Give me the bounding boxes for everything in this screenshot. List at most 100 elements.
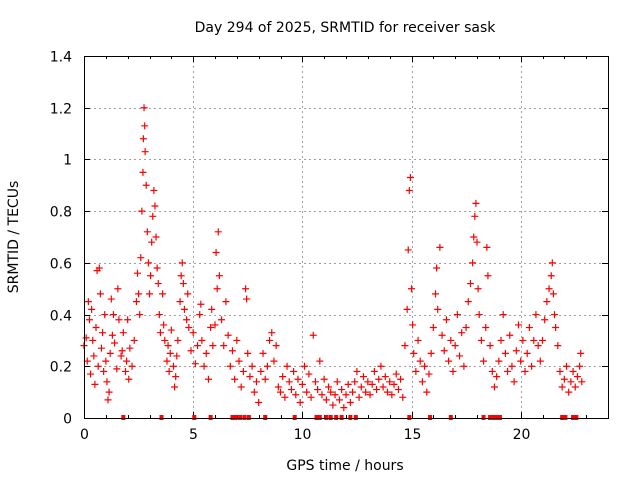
data-point <box>351 378 359 386</box>
data-point <box>152 233 160 241</box>
y-axis-label: SRMTID / TECUs <box>6 181 22 294</box>
data-point <box>534 342 542 350</box>
data-point <box>473 238 481 246</box>
data-point <box>412 367 420 375</box>
data-point <box>368 380 376 388</box>
data-point <box>107 295 115 303</box>
data-point <box>279 373 287 381</box>
zero-marker <box>246 415 251 420</box>
data-point <box>545 285 553 293</box>
data-point <box>569 367 577 375</box>
data-point <box>547 272 555 280</box>
data-point <box>551 311 559 319</box>
data-point <box>137 254 145 262</box>
data-point <box>576 362 584 370</box>
data-point <box>214 228 222 236</box>
data-point <box>88 305 96 313</box>
data-point <box>92 324 100 331</box>
data-point <box>447 336 455 344</box>
data-point <box>366 391 374 399</box>
data-point <box>445 357 453 365</box>
data-point <box>142 181 150 189</box>
data-point <box>482 324 490 331</box>
data-point <box>140 104 148 112</box>
data-point <box>508 362 516 370</box>
data-point <box>118 347 126 355</box>
data-point <box>316 357 324 365</box>
data-point <box>100 367 108 375</box>
data-point <box>342 391 350 399</box>
zero-marker <box>233 415 238 420</box>
data-point <box>173 352 181 360</box>
data-point <box>207 324 215 331</box>
data-point <box>364 378 372 386</box>
data-point <box>211 321 219 329</box>
y-tick-label: 1.4 <box>50 50 72 66</box>
data-point <box>530 336 538 344</box>
data-point <box>353 367 361 375</box>
zero-marker <box>192 415 197 420</box>
data-point <box>470 233 478 241</box>
data-point <box>408 285 415 293</box>
data-point <box>213 285 221 293</box>
y-tick-label: 0 <box>63 412 72 428</box>
data-point <box>91 380 99 388</box>
data-point <box>563 362 571 370</box>
data-point <box>501 349 509 357</box>
data-point <box>255 398 263 406</box>
data-point <box>370 367 378 375</box>
data-point <box>409 321 417 329</box>
data-point <box>486 342 494 350</box>
data-point <box>189 329 197 337</box>
data-point <box>149 212 157 220</box>
data-point <box>226 362 234 370</box>
data-point <box>536 357 544 365</box>
data-point <box>176 298 184 306</box>
data-point <box>497 336 505 344</box>
x-axis-label: GPS time / hours <box>286 458 403 474</box>
data-point <box>303 388 311 396</box>
data-point <box>290 367 298 375</box>
data-point <box>124 316 132 324</box>
data-point <box>329 401 337 409</box>
data-point <box>87 370 95 378</box>
data-point <box>135 290 143 298</box>
data-point <box>483 243 491 251</box>
data-point <box>104 396 112 404</box>
data-point <box>390 380 398 388</box>
data-point <box>102 357 110 365</box>
zero-marker <box>242 415 247 420</box>
data-point <box>148 238 156 246</box>
data-point <box>423 388 431 396</box>
data-point <box>143 228 151 236</box>
data-point <box>138 207 146 215</box>
data-point <box>115 316 123 324</box>
data-point <box>462 324 470 331</box>
data-point <box>556 367 564 375</box>
data-point <box>139 135 147 143</box>
data-point <box>314 386 322 394</box>
data-point <box>392 370 400 378</box>
data-point <box>418 378 426 386</box>
y-tick-label: 1.2 <box>50 102 72 118</box>
data-point <box>340 404 348 412</box>
data-point <box>109 311 117 319</box>
data-point <box>215 272 223 280</box>
data-point <box>504 367 512 375</box>
y-tick-label: 0.6 <box>50 257 72 273</box>
data-point <box>130 336 138 344</box>
data-point <box>111 339 119 347</box>
data-point <box>94 362 102 370</box>
data-point <box>202 349 210 357</box>
data-point <box>155 311 163 319</box>
data-point <box>521 367 529 375</box>
zero-marker <box>491 415 496 420</box>
data-point <box>224 331 232 339</box>
data-point <box>161 336 169 344</box>
data-point <box>257 367 265 375</box>
data-point <box>132 298 140 306</box>
x-tick-label: 15 <box>404 427 422 443</box>
data-point <box>141 122 149 130</box>
data-point <box>401 342 409 350</box>
